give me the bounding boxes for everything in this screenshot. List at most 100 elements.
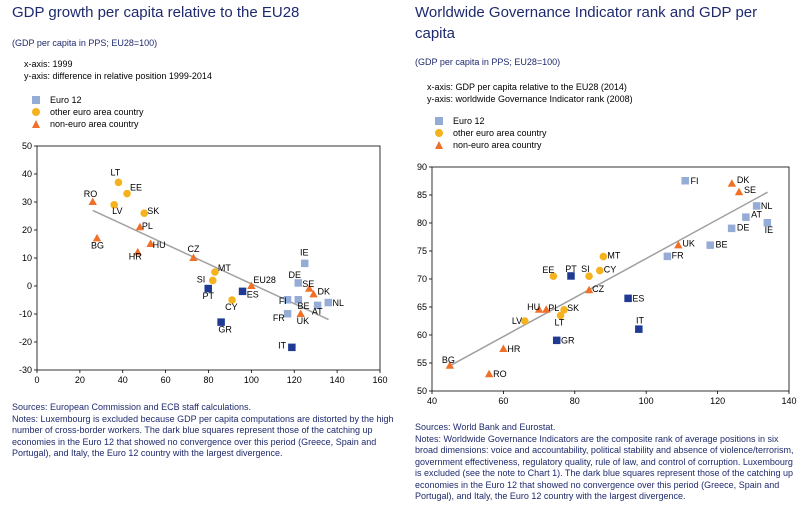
chart-subtitle: (GDP per capita in PPS; EU28=100) [415, 57, 561, 67]
data-point-ie: IE [763, 219, 773, 235]
square-marker [217, 318, 225, 326]
legend-item-euro12: Euro 12 [32, 94, 144, 106]
square-marker [681, 177, 689, 185]
data-point-hu: HU [527, 302, 544, 313]
footer-notes: Sources: European Commission and ECB sta… [12, 402, 394, 460]
circle-marker [208, 276, 217, 285]
data-point-mt: MT [599, 251, 621, 261]
triangle-marker-icon [435, 141, 443, 149]
point-label: SE [302, 279, 314, 289]
square-marker [752, 202, 761, 210]
y-tick-label: 30 [22, 197, 32, 207]
square-marker [742, 213, 750, 221]
data-point-fi: FI [279, 296, 292, 306]
data-point-se: SE [302, 279, 314, 292]
legend-label: non-euro area country [50, 119, 139, 129]
square-marker-icon [32, 96, 40, 104]
x-tick-label: 20 [75, 375, 85, 385]
triangle-marker [584, 285, 594, 294]
point-label: IT [278, 341, 287, 351]
triangle-marker [305, 284, 314, 292]
point-label: FR [672, 251, 684, 261]
point-label: MT [607, 251, 620, 261]
point-label: EU28 [253, 275, 276, 285]
legend-item-other-euro: other euro area country [32, 106, 144, 118]
point-label: LV [112, 206, 122, 216]
point-label: PL [548, 303, 559, 313]
point-label: SK [147, 206, 159, 216]
y-tick-label: 20 [22, 225, 32, 235]
square-marker [635, 325, 643, 333]
triangle-marker-icon [32, 120, 40, 128]
point-label: LT [555, 317, 565, 327]
circle-marker [599, 252, 608, 261]
circle-marker [585, 272, 593, 280]
data-point-gr: GR [552, 336, 575, 346]
square-marker [727, 224, 736, 233]
square-marker [313, 301, 322, 310]
footer-notes: Sources: World Bank and Eurostat. Notes:… [415, 422, 797, 503]
data-point-es: ES [238, 287, 259, 300]
data-point-gr: GR [217, 318, 232, 334]
square-marker [294, 296, 303, 304]
x-tick-label: 160 [372, 375, 387, 385]
square-marker [204, 284, 212, 293]
y-tick-label: 60 [417, 330, 427, 340]
triangle-marker [445, 361, 455, 369]
x-tick-label: 40 [427, 396, 437, 406]
circle-marker [556, 311, 565, 320]
point-label: CZ [187, 244, 199, 254]
circle-marker [211, 268, 219, 276]
x-tick-label: 0 [34, 375, 39, 385]
point-label: CZ [592, 284, 604, 294]
point-label: NL [333, 298, 345, 308]
data-point-lv: LV [110, 201, 123, 216]
data-point-es: ES [624, 294, 644, 304]
point-label: ES [247, 290, 259, 300]
point-label: GR [218, 324, 232, 334]
axis-note-x: x-axis: 1999 [24, 59, 73, 69]
point-label: PT [565, 264, 577, 274]
data-point-si: SI [581, 264, 593, 280]
data-point-mt: MT [211, 263, 231, 276]
data-point-hr: HR [129, 247, 142, 261]
data-point-it: IT [635, 315, 645, 333]
circle-marker [140, 209, 148, 217]
point-label: IT [636, 315, 645, 325]
triangle-marker [92, 233, 102, 242]
point-label: FI [690, 176, 698, 186]
triangle-marker [734, 187, 744, 196]
x-tick-label: 120 [287, 375, 302, 385]
square-marker [763, 219, 772, 227]
point-label: RO [84, 189, 98, 199]
chart-title: GDP growth per capita relative to the EU… [12, 4, 300, 21]
plot-frame [36, 145, 381, 371]
triangle-marker [88, 197, 97, 205]
point-label: CY [604, 265, 617, 275]
point-label: ES [632, 294, 644, 304]
triangle-marker [189, 253, 198, 261]
x-tick-label: 80 [203, 375, 213, 385]
footnote-text: Notes: Luxembourg is excluded because GD… [12, 413, 394, 459]
circle-marker [549, 272, 558, 280]
axis-note-y: y-axis: worldwide Governance Indicator r… [427, 94, 633, 104]
axis-note-x: x-axis: GDP per capita relative to the E… [427, 82, 627, 92]
data-point-pl: PL [135, 221, 153, 231]
y-tick-label: 10 [22, 253, 32, 263]
data-point-pt: PT [203, 284, 215, 301]
data-point-lt: LT [110, 167, 123, 187]
trend-line [92, 209, 329, 321]
point-label: DK [737, 175, 750, 185]
legend-item-euro12: Euro 12 [435, 115, 547, 127]
data-point-pl: PL [542, 303, 559, 313]
point-label: BG [442, 355, 455, 365]
x-tick-label: 100 [244, 375, 259, 385]
data-point-hu: HU [146, 239, 166, 250]
legend-label: Euro 12 [50, 95, 82, 105]
triangle-marker [727, 179, 737, 187]
axis-note-y: y-axis: difference in relative position … [24, 71, 212, 81]
x-tick-label: 120 [710, 396, 725, 406]
data-point-cy: CY [595, 265, 617, 275]
y-tick-label: 50 [22, 141, 32, 151]
point-label: RO [493, 369, 507, 379]
